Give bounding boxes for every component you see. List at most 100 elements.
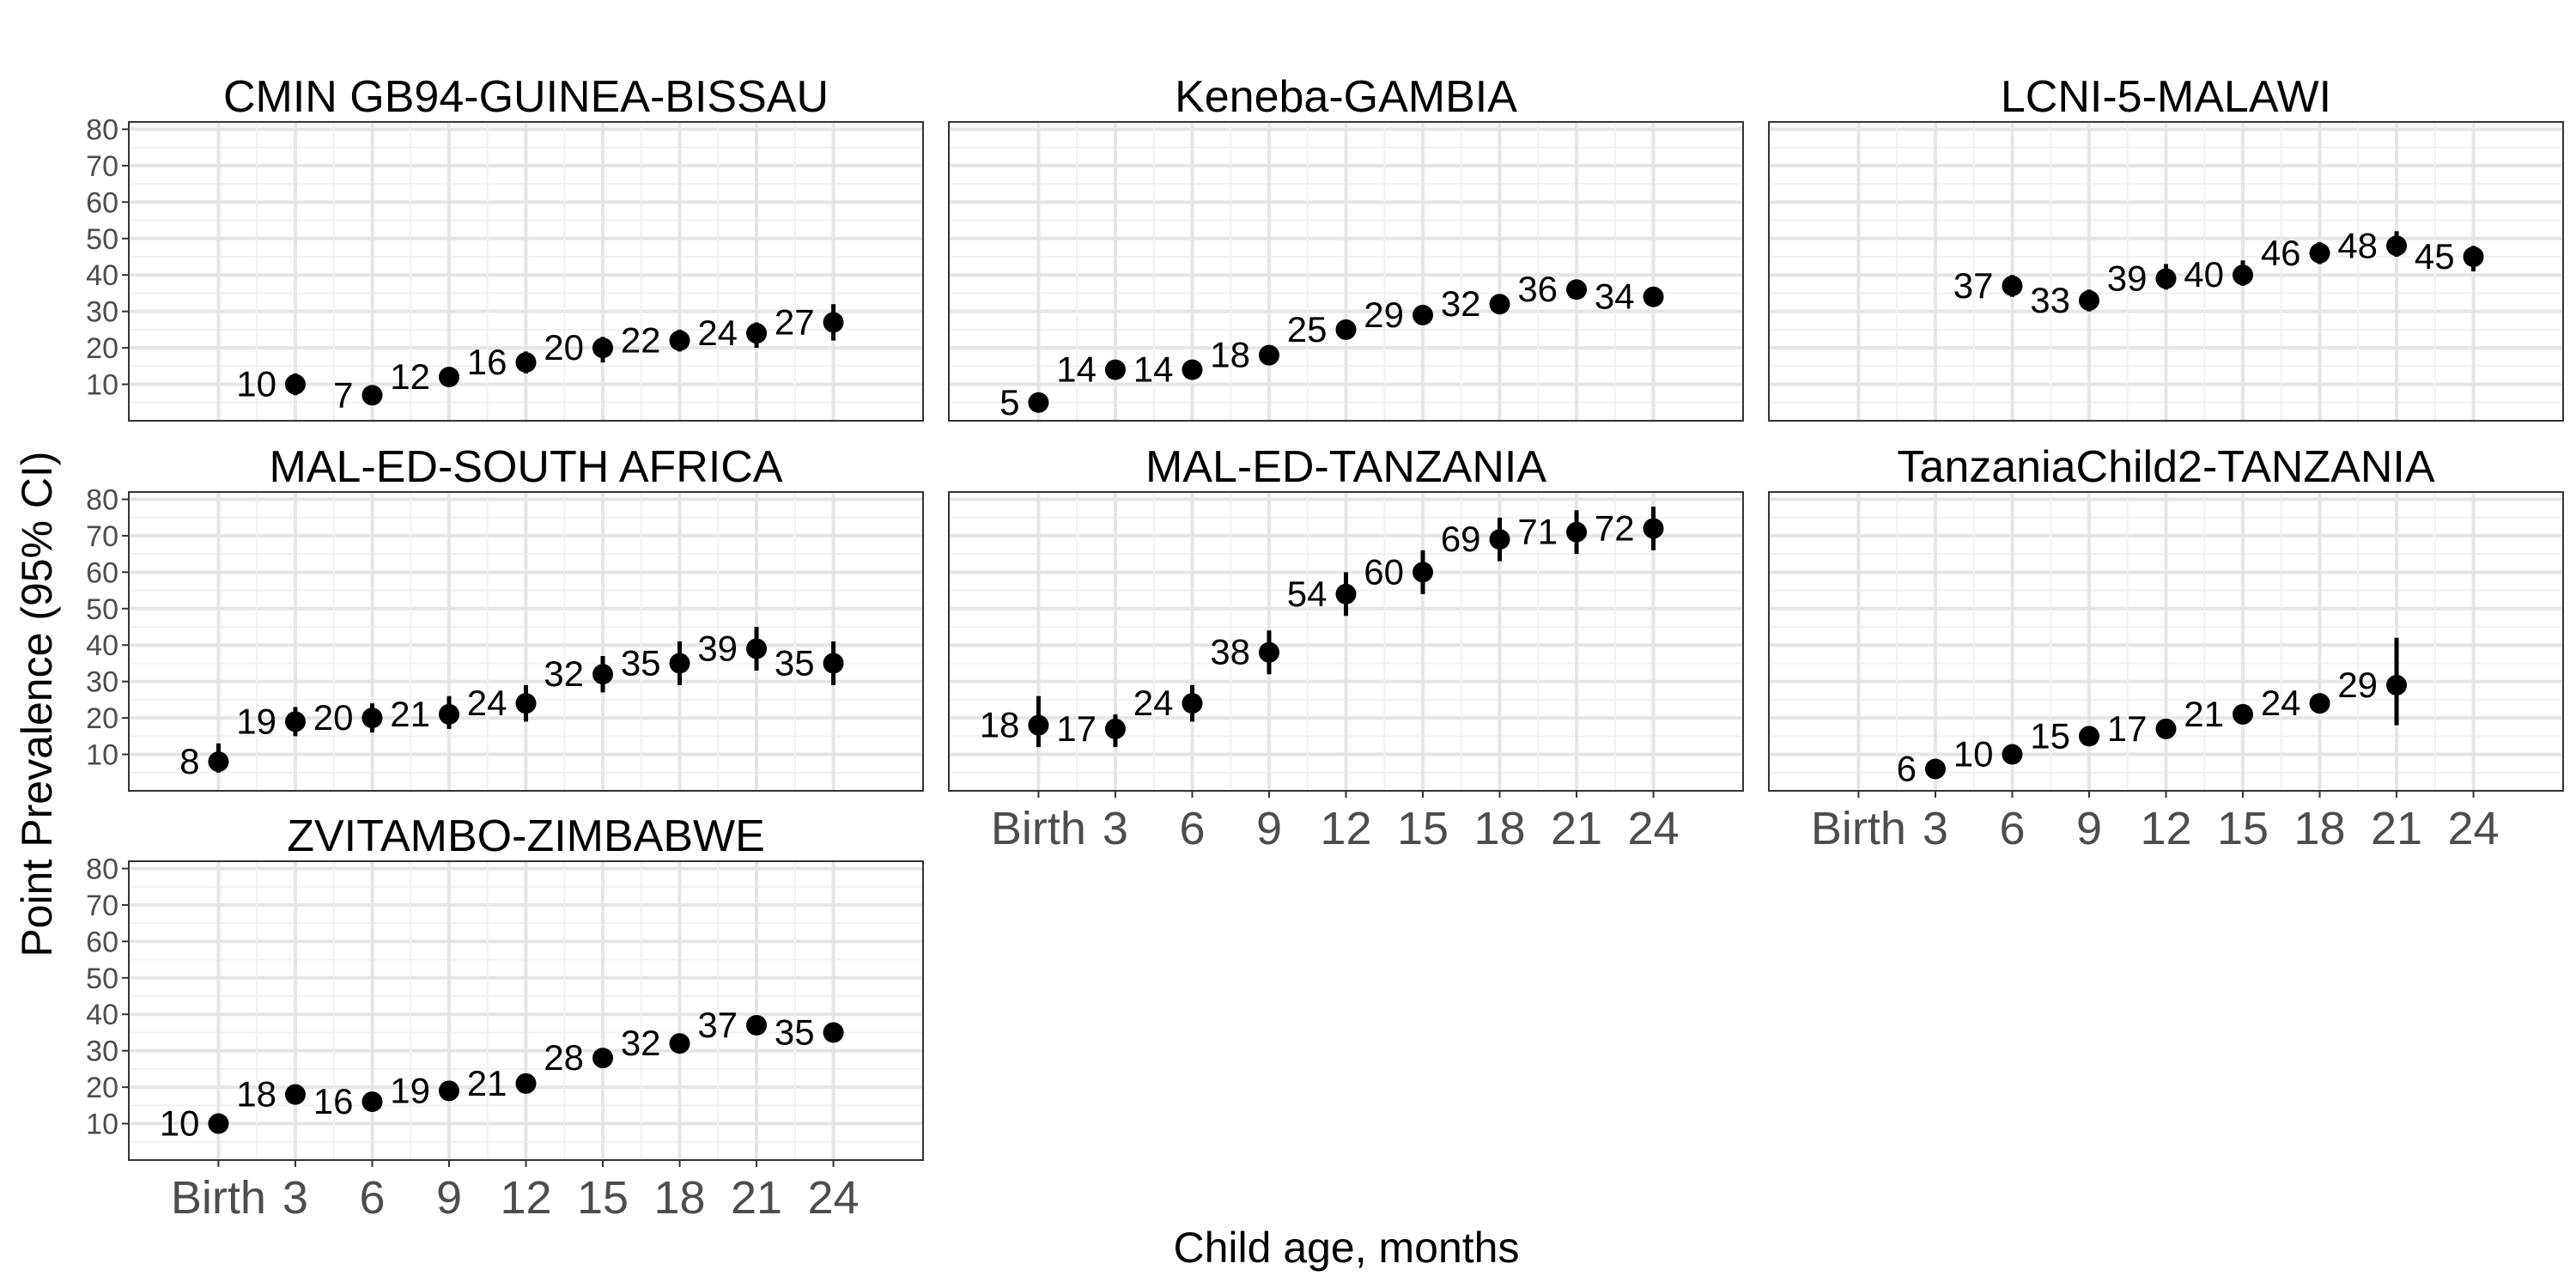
- facet-title: MAL-ED-TANZANIA: [1145, 442, 1546, 492]
- data-point: [592, 664, 614, 685]
- x-tick-label: 18: [2293, 803, 2345, 854]
- y-tick-label: 30: [86, 1036, 118, 1068]
- data-label: 25: [1287, 309, 1327, 349]
- data-label: 35: [775, 1012, 815, 1052]
- facet-title: TanzaniaChild2-TANZANIA: [1897, 442, 2434, 492]
- data-label: 32: [621, 1023, 661, 1063]
- facet-panel-cmin-gb94-guinea-bissau: CMIN GB94-GUINEA-BISSAU10203040506070801…: [86, 72, 924, 422]
- x-tick-label: 3: [1923, 803, 1948, 854]
- data-label: 6: [1897, 749, 1917, 789]
- data-point: [2002, 744, 2023, 765]
- x-tick-label: 24: [1628, 803, 1680, 854]
- x-tick-label: 24: [2448, 803, 2500, 854]
- data-label: 38: [1210, 632, 1250, 672]
- data-label: 29: [1364, 295, 1404, 335]
- x-tick-label: 18: [1473, 803, 1525, 854]
- facet-title: LCNI-5-MALAWI: [2001, 72, 2331, 122]
- y-tick-label: 50: [86, 223, 118, 256]
- data-label: 71: [1517, 512, 1558, 552]
- x-tick-label: 12: [2140, 803, 2191, 854]
- y-tick-label: 50: [86, 963, 118, 995]
- y-tick-label: 60: [86, 926, 118, 958]
- data-point: [592, 337, 614, 359]
- data-label: 24: [1133, 683, 1174, 723]
- facet-title: MAL-ED-SOUTH AFRICA: [269, 442, 782, 492]
- data-label: 17: [1056, 708, 1097, 749]
- data-label: 35: [775, 642, 815, 683]
- data-point: [592, 1048, 614, 1069]
- y-tick-label: 40: [86, 259, 118, 292]
- data-point: [2309, 693, 2330, 714]
- data-point: [1413, 304, 1434, 325]
- data-point: [2309, 242, 2330, 264]
- data-label: 18: [236, 1074, 276, 1115]
- data-point: [746, 638, 768, 659]
- data-label: 39: [2107, 258, 2148, 298]
- data-label: 32: [1441, 283, 1481, 324]
- data-label: 37: [1953, 265, 1994, 306]
- data-point: [2386, 674, 2408, 696]
- data-point: [1028, 392, 1049, 413]
- data-point: [823, 653, 844, 674]
- data-label: 17: [2107, 708, 2148, 749]
- data-label: 12: [390, 356, 430, 397]
- data-point: [284, 711, 306, 732]
- x-tick-label: Birth: [991, 803, 1086, 854]
- y-tick-label: 10: [86, 369, 118, 402]
- x-tick-label: Birth: [1811, 803, 1906, 854]
- x-tick-label: 21: [2371, 803, 2422, 854]
- data-point: [1413, 562, 1434, 583]
- facet-panel-keneba-gambia: Keneba-GAMBIA 5 14 14 18 25 29 32 36 34: [948, 72, 1744, 422]
- data-point: [361, 1091, 383, 1113]
- x-tick-label: 3: [283, 1172, 308, 1224]
- x-tick-label: 21: [1551, 803, 1602, 854]
- x-tick-label: 15: [577, 1172, 629, 1224]
- data-point: [284, 374, 306, 395]
- x-tick-label: 12: [1320, 803, 1371, 854]
- data-label: 21: [467, 1063, 507, 1103]
- data-label: 5: [999, 382, 1019, 422]
- data-point: [1566, 521, 1588, 543]
- data-label: 24: [697, 313, 738, 353]
- data-point: [2155, 718, 2177, 739]
- data-point: [515, 693, 537, 714]
- data-point: [669, 653, 690, 674]
- data-point: [1258, 641, 1279, 663]
- data-label: 8: [179, 741, 199, 781]
- data-label: 21: [390, 694, 430, 734]
- data-label: 7: [333, 374, 353, 415]
- data-point: [1258, 344, 1279, 366]
- data-label: 14: [1133, 349, 1174, 390]
- facet-panel-lcni-5-malawi: LCNI-5-MALAWI 37 33 39 40 46 48 45: [1768, 72, 2564, 422]
- data-point: [2463, 246, 2484, 268]
- y-tick-label: 20: [86, 702, 118, 735]
- data-label: 69: [1441, 519, 1481, 559]
- data-label: 18: [1210, 335, 1250, 375]
- data-label: 46: [2261, 233, 2301, 273]
- data-point: [2233, 703, 2254, 725]
- data-label: 29: [2337, 665, 2378, 705]
- data-label: 21: [2184, 694, 2224, 734]
- data-label: 14: [1056, 349, 1097, 390]
- y-tick-label: 60: [86, 556, 118, 589]
- data-label: 54: [1287, 574, 1327, 614]
- x-tick-label: 3: [1103, 803, 1128, 854]
- x-axis-title: Child age, months: [1173, 1224, 1519, 1272]
- data-point: [361, 385, 383, 406]
- data-point: [746, 323, 768, 344]
- data-point: [438, 703, 459, 725]
- x-tick-label: 6: [1179, 803, 1205, 854]
- data-point: [2078, 289, 2099, 311]
- y-tick-label: 80: [86, 483, 118, 516]
- y-tick-label: 20: [86, 1072, 118, 1104]
- x-tick-label: 24: [808, 1172, 860, 1224]
- data-label: 36: [1517, 269, 1558, 309]
- data-point: [1643, 286, 1664, 307]
- panel-border: [128, 121, 924, 422]
- x-tick-label: 18: [653, 1172, 705, 1224]
- data-label: 37: [697, 1005, 738, 1045]
- data-label: 15: [2030, 715, 2070, 756]
